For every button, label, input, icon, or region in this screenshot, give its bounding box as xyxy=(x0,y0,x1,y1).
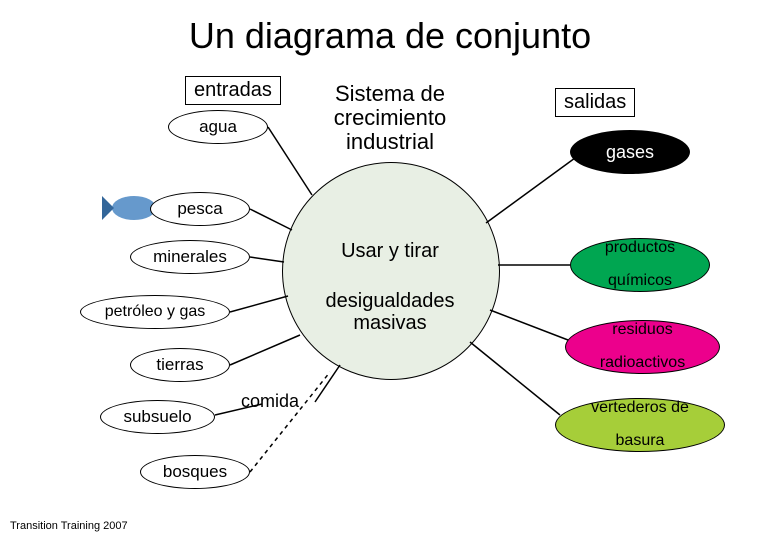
diagram-stage: Un diagrama de conjunto Sistema de creci… xyxy=(0,0,780,540)
input-node-bosques: bosques xyxy=(140,455,250,489)
output-node-vertederos-line1: basura xyxy=(616,433,665,450)
input-node-minerales: minerales xyxy=(130,240,250,274)
input-node-subsuelo: subsuelo xyxy=(100,400,215,434)
edge-gases xyxy=(486,158,575,223)
center-line-3: industrial xyxy=(270,129,510,154)
output-node-gases-line0: gases xyxy=(606,143,654,162)
output-node-residuos-line1: radioactivos xyxy=(600,355,685,372)
footer-credit: Transition Training 2007 xyxy=(10,520,128,532)
edge-pesca xyxy=(250,209,292,230)
input-node-tierras: tierras xyxy=(130,348,230,382)
page-title: Un diagrama de conjunto xyxy=(0,15,780,57)
label-entradas: entradas xyxy=(185,76,281,105)
output-node-quimicos: productos químicos xyxy=(570,238,710,292)
center-line-5: desigualdades xyxy=(270,290,510,313)
input-node-pesca: pesca xyxy=(150,192,250,226)
label-salidas: salidas xyxy=(555,88,635,117)
output-node-vertederos: vertederos de basura xyxy=(555,398,725,452)
center-line-1: Sistema de xyxy=(270,81,510,106)
edge-bosques xyxy=(250,372,330,472)
output-node-vertederos-line0: vertederos de xyxy=(591,400,689,417)
output-node-residuos: residuos radioactivos xyxy=(565,320,720,374)
output-node-quimicos-line1: químicos xyxy=(608,273,672,290)
center-line-6: masivas xyxy=(270,312,510,335)
center-line-4: Usar y tirar xyxy=(270,240,510,263)
output-node-quimicos-line0: productos xyxy=(605,240,675,257)
output-node-residuos-line0: residuos xyxy=(612,322,672,339)
input-node-petroleo: petróleo y gas xyxy=(80,295,230,329)
center-line-2: crecimiento xyxy=(270,105,510,130)
comida-label: comida xyxy=(210,391,330,412)
edge-vertederos xyxy=(470,342,560,415)
output-node-gases: gases xyxy=(570,130,690,174)
edge-tierras xyxy=(230,335,300,365)
fish-tail xyxy=(102,196,114,220)
center-system-circle xyxy=(282,162,500,380)
input-node-agua: agua xyxy=(168,110,268,144)
